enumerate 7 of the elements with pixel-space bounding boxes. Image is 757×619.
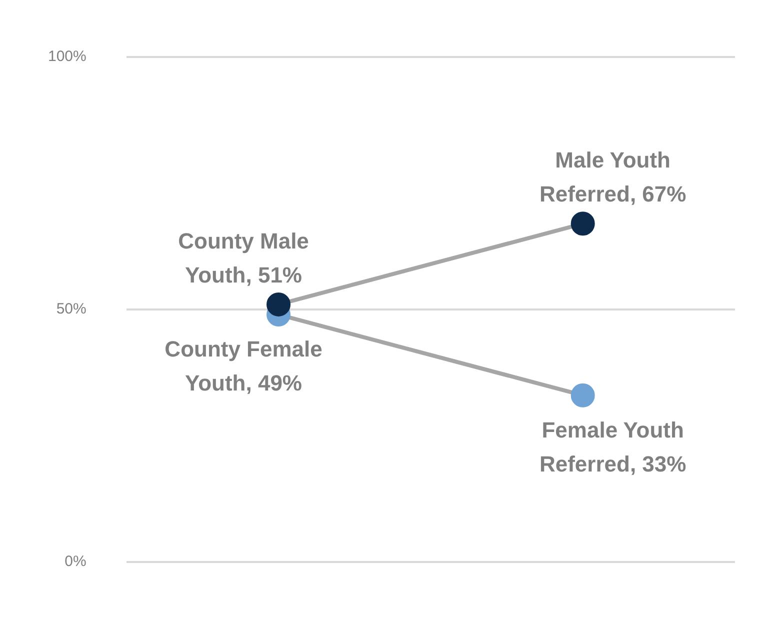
y-tick-label: 0% (64, 553, 86, 570)
data-label: Female Youth Referred, 33% (539, 417, 686, 476)
data-label: Male Youth Referred, 67% (539, 148, 686, 207)
y-tick-label: 100% (48, 48, 86, 66)
data-label: County Male Youth, 51% (178, 228, 309, 288)
y-tick-label: 50% (56, 300, 86, 318)
data-label: County Female Youth, 49% (164, 336, 322, 396)
